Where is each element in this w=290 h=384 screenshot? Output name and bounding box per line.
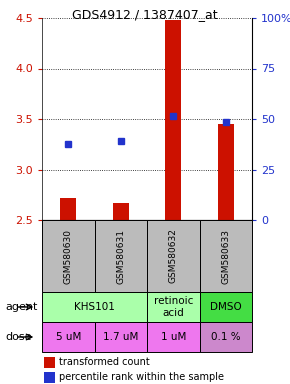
Text: GSM580631: GSM580631 <box>116 228 125 283</box>
Bar <box>165 20 181 220</box>
Bar <box>95 220 147 292</box>
Bar <box>218 124 234 220</box>
Text: 5 uM: 5 uM <box>56 332 81 342</box>
Bar <box>44 357 55 367</box>
Bar <box>44 372 55 382</box>
Text: transformed count: transformed count <box>59 357 150 367</box>
Bar <box>113 203 129 220</box>
Bar <box>147 292 200 322</box>
Text: 1.7 uM: 1.7 uM <box>103 332 138 342</box>
Text: KHS101: KHS101 <box>74 302 115 312</box>
Bar <box>200 322 252 352</box>
Bar <box>147 322 200 352</box>
Text: agent: agent <box>6 302 38 312</box>
Bar <box>42 220 95 292</box>
Text: 1 uM: 1 uM <box>161 332 186 342</box>
Text: percentile rank within the sample: percentile rank within the sample <box>59 372 224 382</box>
Bar <box>200 292 252 322</box>
Text: dose: dose <box>6 332 32 342</box>
Bar <box>42 322 95 352</box>
Bar <box>147 220 200 292</box>
Bar <box>200 220 252 292</box>
Text: retinoic
acid: retinoic acid <box>154 296 193 318</box>
Text: GSM580632: GSM580632 <box>169 228 178 283</box>
Bar <box>42 292 147 322</box>
Text: GDS4912 / 1387407_at: GDS4912 / 1387407_at <box>72 8 218 21</box>
Text: GSM580630: GSM580630 <box>64 228 73 283</box>
Bar <box>60 198 76 220</box>
Text: 0.1 %: 0.1 % <box>211 332 241 342</box>
Text: GSM580633: GSM580633 <box>221 228 230 283</box>
Bar <box>95 322 147 352</box>
Text: DMSO: DMSO <box>210 302 242 312</box>
